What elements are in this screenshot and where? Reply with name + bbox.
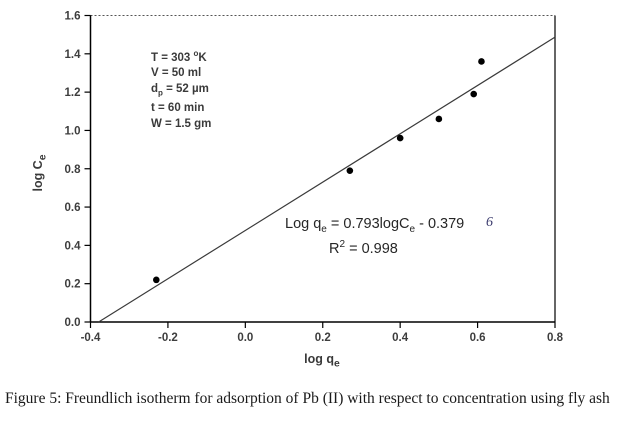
experimental-conditions-annotation: T = 303 oK V = 50 ml dp = 52 µm t = 60 m…: [151, 46, 211, 132]
y-tick-label: 1.0: [65, 125, 81, 137]
particle-value: = 52 µm: [162, 83, 209, 96]
chart-canvas: -0.4 -0.2 0.0 0.2 0.4 0.6 0.8 0.0 0.2 0.4 0.6 0.8 1.…: [65, 11, 564, 345]
x-tick-label: 0.8: [547, 332, 564, 344]
x-tick-label: -0.2: [158, 332, 178, 344]
stray-character: 6: [486, 215, 493, 230]
y-tick-label: 0.0: [65, 317, 81, 329]
y-axis-label-subscript: e: [37, 154, 49, 161]
x-tick-label: 0.4: [392, 332, 409, 344]
y-tick-label: 1.4: [65, 49, 82, 61]
regression-equation: Log qe = 0.793logCe - 0.379: [285, 216, 464, 235]
x-axis-label: log qe: [242, 352, 402, 370]
r-squared-text: = 0.998: [345, 240, 398, 257]
y-tick-label: 1.6: [65, 11, 81, 23]
annotation-temperature: T = 303 oK: [151, 46, 211, 66]
y-axis-label: log Ce: [31, 93, 49, 253]
temperature-unit: K: [198, 51, 207, 64]
regression-fit-line: [98, 36, 556, 323]
equation-subscript-e1: e: [321, 223, 327, 235]
data-point: [153, 276, 160, 284]
annotation-volume: V = 50 ml: [151, 67, 202, 80]
data-point: [478, 58, 485, 65]
figure-caption: Figure 5: Freundlich isotherm for adsorp…: [5, 390, 610, 407]
annotation-weight: W = 1.5 gm: [151, 117, 212, 130]
temperature-text: T = 303: [151, 51, 194, 64]
particle-symbol: d: [151, 83, 159, 96]
annotation-particle-size: dp = 52 µm: [151, 82, 211, 101]
x-tick-label: -0.4: [81, 332, 101, 344]
y-tick-label: 0.8: [65, 164, 82, 176]
freundlich-isotherm-chart: -0.4 -0.2 0.0 0.2 0.4 0.6 0.8 0.0 0.2 0.4 0.6 0.8 1.…: [31, 11, 564, 370]
degree-superscript: o: [193, 49, 199, 58]
data-point: [470, 90, 478, 98]
data-point: [435, 115, 443, 123]
x-axis-label-text: log q: [304, 352, 335, 366]
r-symbol: R: [329, 240, 340, 257]
equation-part1: Log q: [285, 216, 322, 232]
x-tick-label: 0.2: [315, 332, 331, 344]
equation-part3: - 0.379: [415, 216, 465, 232]
y-tick-label: 0.2: [65, 279, 81, 291]
y-tick-label: 0.6: [65, 202, 81, 214]
x-tick-label: 0.0: [237, 332, 253, 344]
x-tick-label: 0.6: [470, 332, 486, 344]
equation-part2: = 0.793logC: [326, 216, 410, 232]
particle-subscript: p: [158, 88, 163, 98]
equation-subscript-e2: e: [409, 223, 416, 235]
r-exponent: 2: [339, 239, 346, 250]
y-tick-label: 0.4: [65, 240, 82, 252]
data-point: [346, 167, 354, 174]
annotation-time: t = 60 min: [151, 101, 205, 114]
x-axis-label-subscript: e: [334, 358, 340, 370]
data-point: [396, 134, 404, 142]
y-axis-label-text: log C: [31, 160, 45, 192]
r-squared-value: R2 = 0.998: [329, 239, 398, 257]
y-tick-label: 1.2: [65, 87, 81, 99]
